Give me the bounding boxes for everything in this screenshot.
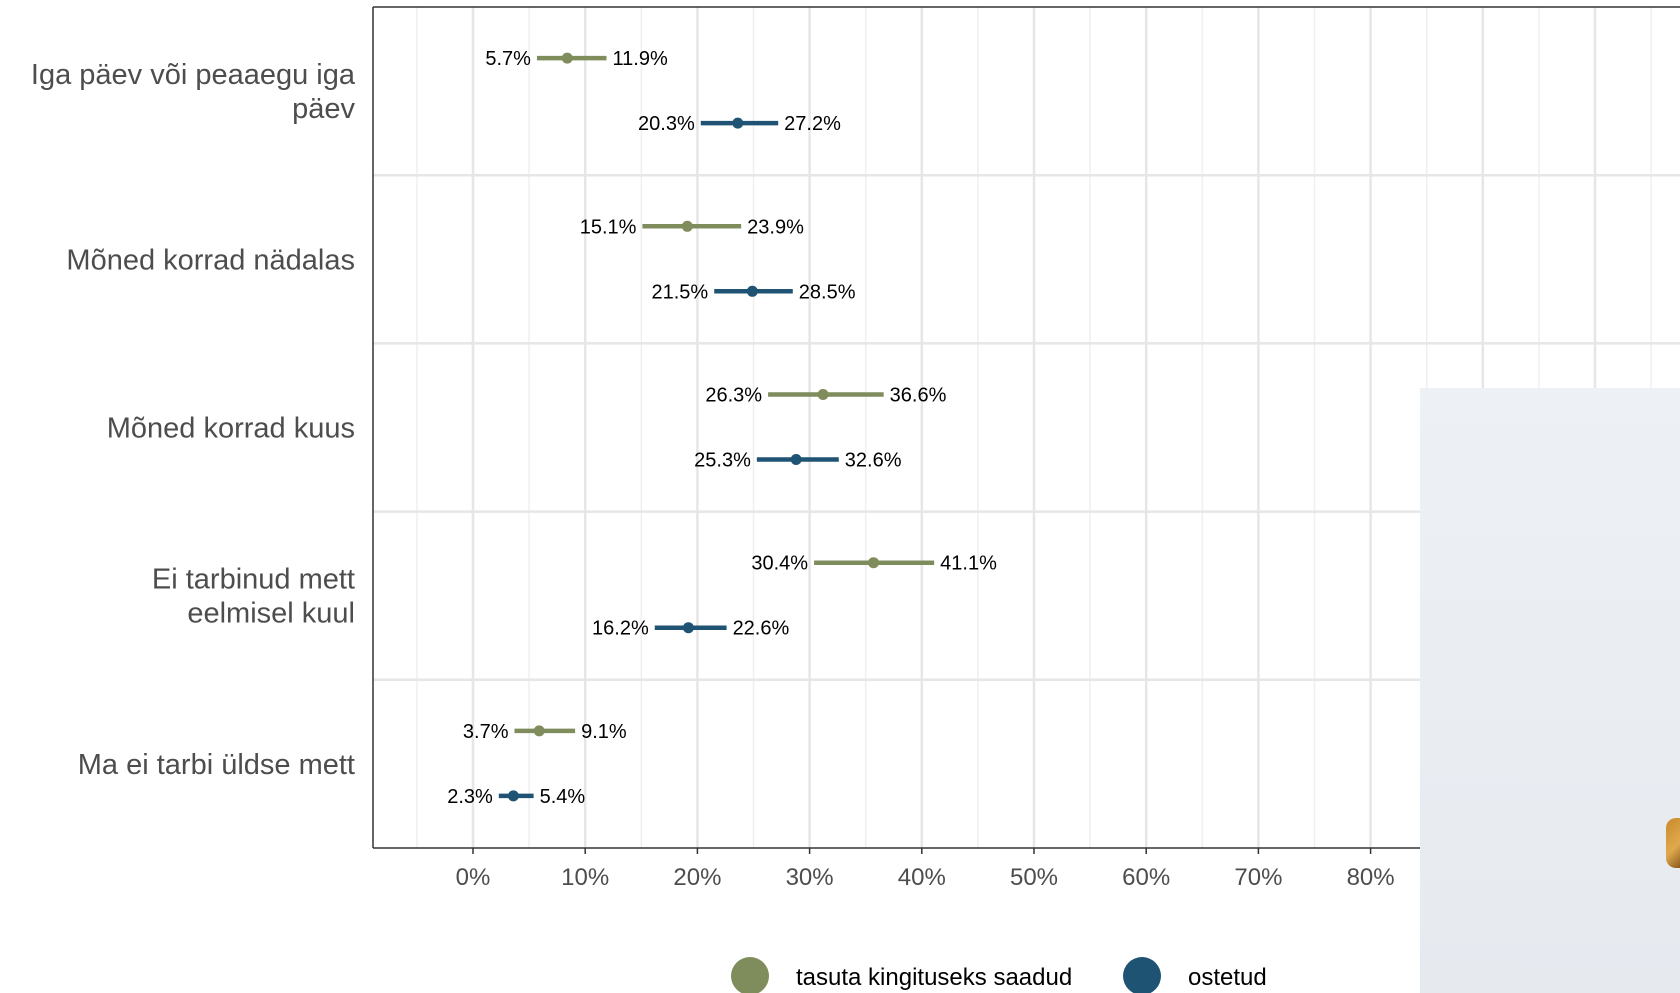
category-label: Ei tarbinud mett — [152, 564, 355, 596]
low-value-label: 26.3% — [705, 385, 762, 407]
x-tick-labels: 0% 10% 20% 30% 40% 50% 60% 70% 80% — [456, 848, 1395, 891]
legend: tasuta kingituseks saadud ostetud — [731, 957, 1267, 993]
x-tick-label: 40% — [898, 864, 946, 891]
low-value-label: 25.3% — [694, 450, 751, 472]
point-estimate — [732, 117, 744, 129]
low-value-label: 20.3% — [638, 113, 695, 135]
high-value-label: 22.6% — [733, 618, 790, 640]
point-estimate — [561, 52, 573, 64]
high-value-label: 23.9% — [747, 216, 804, 238]
low-value-label: 5.7% — [485, 48, 531, 70]
high-value-label: 32.6% — [845, 450, 902, 472]
category-label: eelmisel kuul — [187, 598, 355, 630]
x-tick-label: 20% — [673, 864, 721, 891]
high-value-label: 9.1% — [581, 721, 627, 743]
low-value-label: 2.3% — [447, 786, 493, 808]
x-tick-label: 60% — [1122, 864, 1170, 891]
point-estimate — [682, 622, 694, 634]
category-label: päev — [292, 93, 355, 125]
high-value-label: 11.9% — [613, 48, 668, 70]
x-tick-label: 80% — [1347, 864, 1395, 891]
x-tick-label: 10% — [561, 864, 609, 891]
legend-key — [731, 957, 769, 993]
x-tick-label: 0% — [456, 864, 491, 891]
point-estimate — [790, 454, 802, 465]
point-estimate — [533, 725, 545, 737]
high-value-label: 36.6% — [890, 385, 947, 407]
low-value-label: 30.4% — [751, 553, 808, 575]
jar-lid-detail — [1666, 818, 1680, 868]
low-value-label: 21.5% — [652, 281, 709, 303]
low-value-label: 3.7% — [463, 721, 509, 743]
category-label: Mõned korrad kuus — [107, 413, 355, 445]
legend-label: tasuta kingituseks saadud — [796, 964, 1072, 991]
legend-label: ostetud — [1188, 964, 1267, 991]
high-value-label: 27.2% — [784, 113, 841, 135]
low-value-label: 15.1% — [580, 216, 637, 238]
point-estimate — [817, 389, 829, 400]
high-value-label: 5.4% — [540, 786, 586, 808]
high-value-label: 28.5% — [799, 281, 856, 303]
point-estimate — [507, 790, 519, 802]
category-label: Mõned korrad nädalas — [66, 244, 355, 276]
photo-overlay — [1420, 388, 1680, 993]
low-value-label: 16.2% — [592, 618, 649, 640]
point-estimate — [746, 285, 758, 297]
category-label: Ma ei tarbi üldse mett — [78, 749, 355, 781]
point-estimate — [681, 220, 693, 232]
high-value-label: 41.1% — [940, 553, 997, 575]
category-label: Iga päev või peaaegu iga — [31, 59, 356, 91]
x-tick-label: 50% — [1010, 864, 1058, 891]
x-tick-label: 30% — [786, 864, 834, 891]
interval-marks: 5.7% 11.9% 15.1% 23.9% 26.3% 36.6% 30.4% 41.1% 3… — [447, 48, 997, 808]
point-estimate — [868, 557, 880, 569]
x-tick-label: 70% — [1234, 864, 1282, 891]
legend-key — [1123, 957, 1161, 993]
